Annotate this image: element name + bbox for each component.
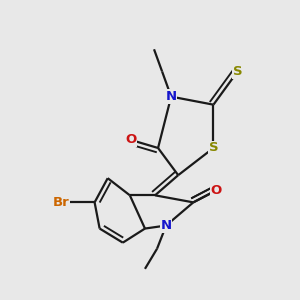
- Text: N: N: [166, 90, 177, 103]
- Text: O: O: [211, 184, 222, 197]
- Text: N: N: [160, 219, 172, 232]
- Text: S: S: [208, 142, 218, 154]
- Text: Br: Br: [53, 196, 70, 209]
- Text: S: S: [233, 65, 242, 78]
- Text: O: O: [125, 134, 136, 146]
